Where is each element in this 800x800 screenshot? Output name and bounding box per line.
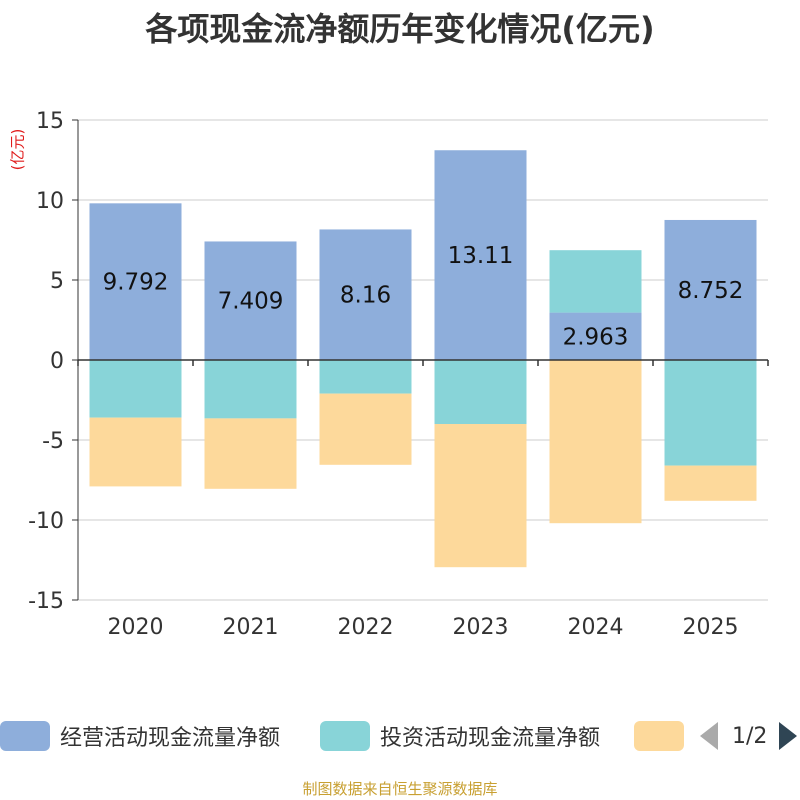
x-tick-label: 2024	[568, 615, 624, 640]
y-tick-label: 15	[36, 109, 64, 134]
x-tick-label: 2022	[338, 615, 394, 640]
bar-s1-2024	[549, 250, 642, 313]
legend-swatch	[0, 721, 50, 751]
bar-s2-2025	[664, 465, 757, 501]
legend: 经营活动现金流量净额 投资活动现金流量净额 1/2	[0, 714, 800, 758]
bar-s2-2022	[319, 393, 412, 465]
x-tick-label: 2021	[223, 615, 279, 640]
data-source-note: 制图数据来自恒生聚源数据库	[302, 780, 498, 798]
bar-s2-2021	[204, 418, 297, 489]
legend-item-investing[interactable]: 投资活动现金流量净额	[320, 718, 600, 754]
bar-s0-2022	[319, 229, 412, 360]
bar-s2-2024	[549, 360, 642, 524]
bar-s0-2020	[89, 203, 182, 360]
y-tick-label: -15	[28, 589, 64, 614]
data-label-2025: 8.752	[678, 278, 744, 304]
legend-item-financing[interactable]	[634, 718, 684, 754]
legend-label: 投资活动现金流量净额	[380, 726, 601, 751]
y-tick-label: 0	[50, 349, 64, 374]
legend-page-indicator: 1/2	[732, 723, 768, 749]
bar-s1-2020	[89, 360, 182, 418]
legend-pager: 1/2	[700, 716, 798, 756]
bar-s1-2025	[664, 360, 757, 466]
bar-s2-2020	[89, 417, 182, 487]
x-tick-label: 2020	[108, 615, 164, 640]
data-label-2020: 9.792	[103, 270, 169, 296]
data-label-2021: 7.409	[218, 289, 284, 315]
data-label-2023: 13.11	[448, 243, 514, 269]
y-tick-label: 10	[36, 189, 64, 214]
bar-s1-2022	[319, 360, 412, 394]
bar-s0-2023	[434, 150, 527, 360]
bar-chart: 15 10 5 0 -5 -10 -15 9.792 7.409 8.16 13.11 2.963 8.…	[28, 109, 769, 640]
bar-s2-2023	[434, 424, 527, 568]
legend-swatch	[320, 721, 370, 751]
legend-swatch	[634, 721, 684, 751]
legend-item-operating[interactable]: 经营活动现金流量净额	[0, 718, 280, 754]
bar-s1-2021	[204, 360, 297, 419]
y-tick-label: -5	[42, 429, 64, 454]
x-tick-label: 2025	[683, 615, 739, 640]
previous-page-icon[interactable]	[700, 722, 718, 750]
chart-title: 各项现金流净额历年变化情况(亿元)	[145, 10, 655, 48]
next-page-icon[interactable]	[779, 722, 798, 750]
x-tick-label: 2023	[453, 615, 509, 640]
data-label-2022: 8.16	[340, 283, 391, 309]
y-tick-label: 5	[50, 269, 64, 294]
y-tick-label: -10	[28, 509, 64, 534]
bar-s0-2021	[204, 241, 297, 360]
bar-s0-2025	[664, 219, 757, 360]
legend-label: 经营活动现金流量净额	[60, 726, 281, 751]
data-label-2024: 2.963	[563, 324, 629, 350]
bar-s1-2023	[434, 360, 527, 424]
bar-s0-2024	[549, 312, 642, 360]
